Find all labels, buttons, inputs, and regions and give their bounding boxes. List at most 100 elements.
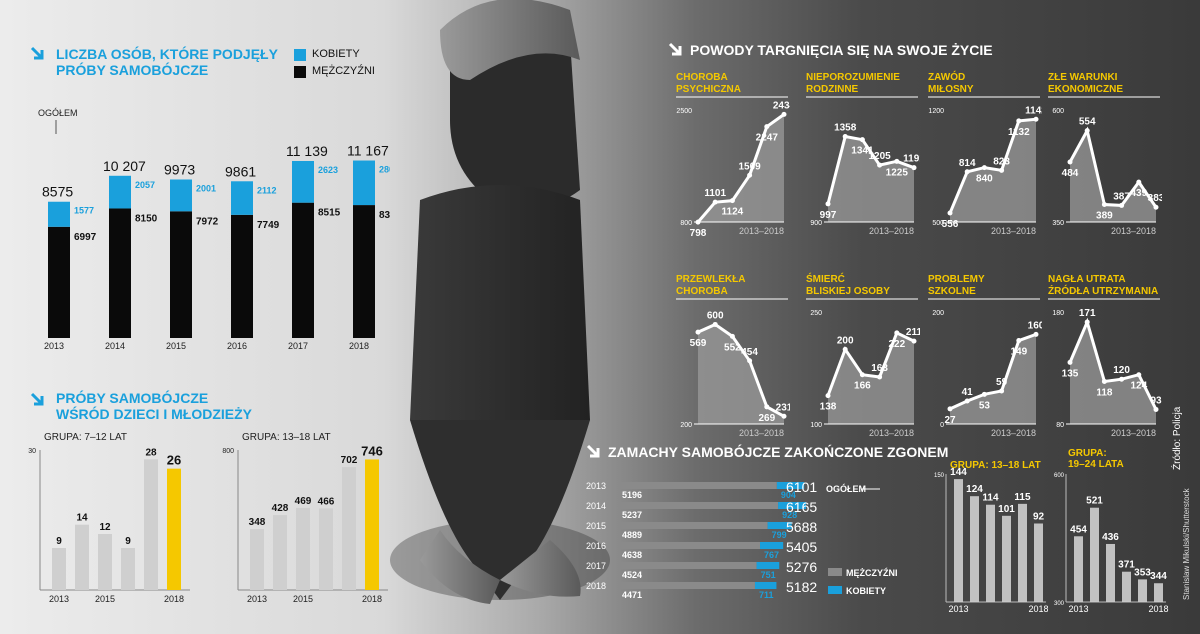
point-2 <box>1101 378 1107 384</box>
value-label-4: 1132 <box>1008 127 1030 138</box>
point-4 <box>764 124 770 130</box>
bar-men-2018 <box>353 205 375 338</box>
range-label: 2013–2018 <box>869 226 914 236</box>
point-0 <box>1067 159 1073 165</box>
bar-men-2017 <box>620 562 757 569</box>
bar-2 <box>1106 543 1115 602</box>
label-total-2016: 5405 <box>786 539 817 555</box>
point-1 <box>964 398 970 404</box>
label-men-2017: 8515 <box>318 208 341 219</box>
point-0 <box>695 329 701 335</box>
label-men-2016: 4638 <box>622 550 642 560</box>
label-total-2015: 5688 <box>786 519 817 535</box>
bar-3 <box>1002 515 1011 602</box>
reason-title-line-1: ZAWÓD <box>928 70 965 83</box>
value-label-4: 222 <box>888 339 905 350</box>
point-5 <box>1153 406 1159 412</box>
value-label-3: 466 <box>318 496 335 507</box>
bar-5 <box>1154 583 1163 602</box>
label-total-2015: 9973 <box>164 162 195 178</box>
reason-title-line-2: CHOROBA <box>676 286 728 297</box>
bar-0 <box>250 529 264 590</box>
y-tick: 500 <box>932 220 944 227</box>
label-total-2017: 5276 <box>786 559 817 575</box>
point-5 <box>1033 331 1039 337</box>
point-0 <box>947 210 953 216</box>
area-fill <box>828 136 914 222</box>
y-tick: 100 <box>810 422 822 429</box>
y-tick: 1200 <box>928 108 944 115</box>
range-label: 2013–2018 <box>1111 428 1156 438</box>
x-label-0: 2013 <box>1068 604 1088 614</box>
label-women-2015: 799 <box>772 530 787 540</box>
point-3 <box>877 162 883 168</box>
value-label-2: 118 <box>1096 387 1113 398</box>
value-label-4: 149 <box>1010 347 1027 358</box>
youth-title-line2: WŚRÓD DZIECI I MŁODZIEŻY <box>56 406 252 422</box>
value-label-1: 428 <box>272 503 289 514</box>
bar-1 <box>1090 507 1099 602</box>
photo-credit: Stanislaw Mikulski/Shutterstock <box>1182 488 1191 600</box>
label-women-2018: 2803 <box>379 165 390 175</box>
x-label-2017: 2017 <box>288 341 308 350</box>
bar-men-2014 <box>620 502 779 509</box>
x-label-2013: 2013 <box>44 341 64 350</box>
area-fill <box>1070 322 1156 424</box>
value-label-3: 101 <box>998 504 1015 515</box>
value-label-0: 569 <box>690 338 707 349</box>
series-line <box>948 117 1037 214</box>
y-tick: 250 <box>810 310 822 317</box>
bar-4 <box>144 459 158 590</box>
x-label-0: 2013 <box>247 594 267 604</box>
value-label-3: 1509 <box>738 161 761 172</box>
label-total-2016: 9861 <box>225 163 256 179</box>
bar-2 <box>98 534 112 590</box>
label-total-2017: 11 139 <box>286 143 328 159</box>
bar-men-2016 <box>231 214 253 338</box>
point-4 <box>894 158 900 164</box>
year-label-2014: 2014 <box>586 501 606 511</box>
point-2 <box>1101 202 1107 208</box>
value-label-1: 41 <box>962 387 974 398</box>
attempts-title-line2: PRÓBY SAMOBÓJCZE <box>56 62 209 78</box>
point-3 <box>877 374 883 380</box>
bar-men-2017 <box>292 202 314 338</box>
bar-2 <box>296 507 310 590</box>
range-label: 2013–2018 <box>869 428 914 438</box>
bar-3 <box>121 548 135 590</box>
point-3 <box>1119 202 1125 208</box>
youth-7-12-chart: GRUPA: 7–12 LAT 30 9 2013 14 12 2015 9 28 26 2018 <box>28 432 190 604</box>
total-caption: OGÓŁEM <box>38 108 78 118</box>
reason-title-line-1: NAGŁA UTRATA <box>1048 274 1126 285</box>
point-1 <box>712 321 718 327</box>
value-label-3: 59 <box>996 377 1008 388</box>
y-tick: 800 <box>680 220 692 227</box>
value-label-4: 28 <box>145 447 157 458</box>
bar-men-2015 <box>170 211 192 338</box>
label-women-2017: 751 <box>761 570 776 580</box>
label-women-2014: 2057 <box>135 180 155 190</box>
range-label: 2013–2018 <box>991 428 1036 438</box>
bar-women-2016 <box>760 542 784 549</box>
bar-1 <box>75 524 89 590</box>
year-label-2015: 2015 <box>586 521 606 531</box>
value-label-0: 135 <box>1062 368 1079 379</box>
y-tick: 0 <box>940 422 944 429</box>
point-0 <box>1067 359 1073 365</box>
value-label-5: 1191 <box>903 154 920 165</box>
value-label-1: 200 <box>837 335 854 346</box>
value-label-4: 702 <box>341 455 358 466</box>
point-0 <box>825 393 831 399</box>
year-label-2013: 2013 <box>586 481 606 491</box>
point-5 <box>781 111 787 117</box>
label-men-2014: 8150 <box>135 213 158 224</box>
value-label-5: 26 <box>167 453 181 468</box>
value-label-1: 1358 <box>834 123 857 134</box>
bar-4 <box>342 467 356 590</box>
point-4 <box>1016 118 1022 124</box>
point-2 <box>729 333 735 339</box>
value-label-2: 53 <box>979 400 991 411</box>
reason-title-line-2: SZKOLNE <box>928 286 976 297</box>
